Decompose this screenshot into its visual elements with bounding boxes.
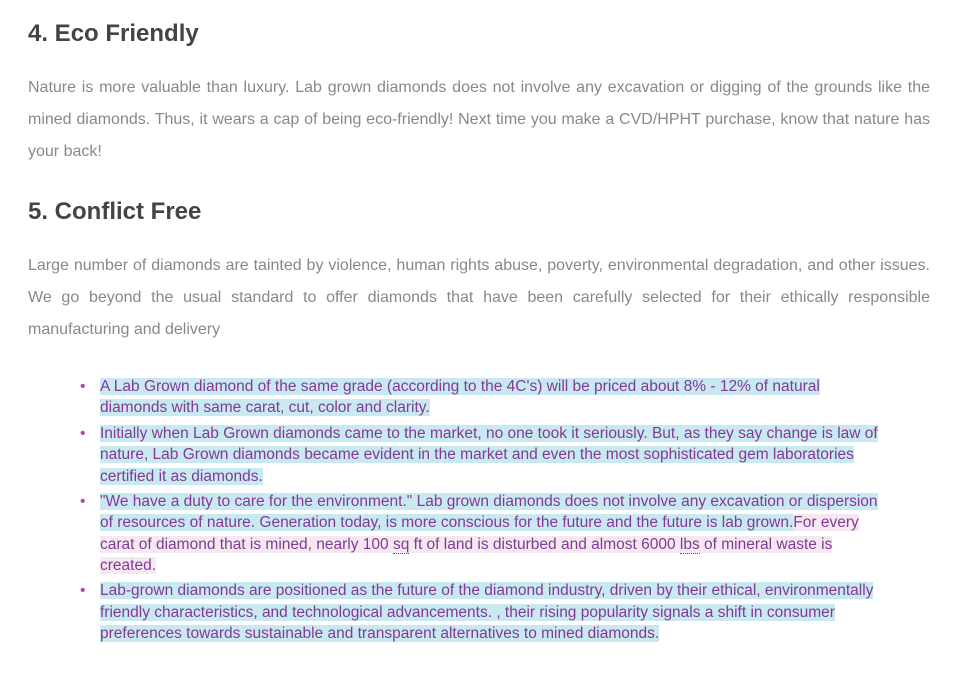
bullet-text: For every xyxy=(793,514,858,531)
bullet-text: of resources of nature. Generation today… xyxy=(100,514,793,531)
bullet-text: certified it as diamonds. xyxy=(100,468,263,485)
section-5-heading: 5. Conflict Free xyxy=(28,198,930,226)
bullet-text: friendly characteristics, and technologi… xyxy=(100,604,835,621)
bullet-text: preferences towards sustainable and tran… xyxy=(100,625,659,642)
bullet-text: "We have a duty to care for the environm… xyxy=(100,493,878,510)
bullet-text: Initially when Lab Grown diamonds came t… xyxy=(100,425,878,442)
bullet-text: created. xyxy=(100,557,156,574)
bullet-text: nature, Lab Grown diamonds became eviden… xyxy=(100,446,854,463)
bullet-text: Lab-grown diamonds are positioned as the… xyxy=(100,582,873,599)
abbrev-sq: sq xyxy=(393,536,409,554)
list-item: Initially when Lab Grown diamonds came t… xyxy=(86,423,930,487)
abbrev-lbs: lbs xyxy=(680,536,700,554)
list-item: Lab-grown diamonds are positioned as the… xyxy=(86,580,930,644)
list-item: A Lab Grown diamond of the same grade (a… xyxy=(86,376,930,419)
list-item: "We have a duty to care for the environm… xyxy=(86,491,930,577)
bullet-list: A Lab Grown diamond of the same grade (a… xyxy=(28,376,930,645)
bullet-text: ft of land is disturbed and almost 6000 xyxy=(409,536,680,553)
bullet-text: carat of diamond that is mined, nearly 1… xyxy=(100,536,393,553)
bullet-text: A Lab Grown diamond of the same grade (a… xyxy=(100,378,820,395)
section-4-heading: 4. Eco Friendly xyxy=(28,20,930,48)
section-5-paragraph: Large number of diamonds are tainted by … xyxy=(28,250,930,346)
bullet-text: diamonds with same carat, cut, color and… xyxy=(100,399,430,416)
bullet-text: of mineral waste is xyxy=(700,536,833,553)
section-4-paragraph: Nature is more valuable than luxury. Lab… xyxy=(28,72,930,168)
